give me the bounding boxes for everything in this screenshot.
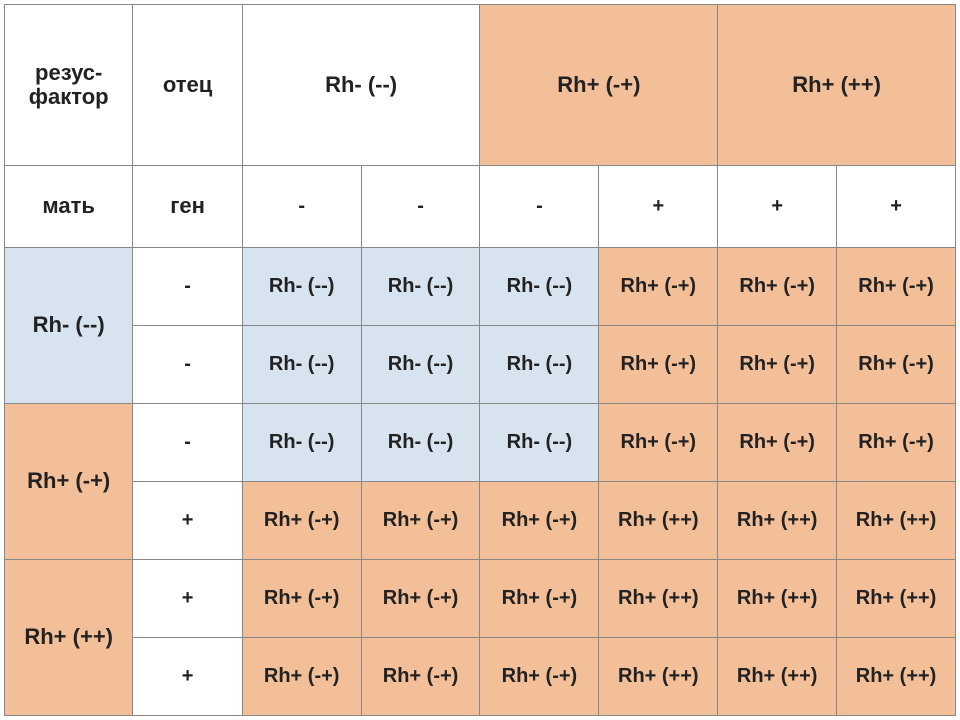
- cell: Rh+ (-+): [837, 403, 956, 481]
- cell: Rh+ (++): [718, 637, 837, 715]
- table-body: резус- фактор отец Rh- (--) Rh+ (-+) Rh+…: [5, 5, 956, 716]
- mother-gene: +: [133, 559, 242, 637]
- cell: Rh+ (-+): [242, 559, 361, 637]
- corner-header: резус- фактор: [5, 5, 133, 166]
- cell: Rh- (--): [242, 325, 361, 403]
- header-row-genes: мать ген - - - + + +: [5, 165, 956, 247]
- mother-label: мать: [5, 165, 133, 247]
- data-row: Rh+ (++) + Rh+ (-+) Rh+ (-+) Rh+ (-+) Rh…: [5, 559, 956, 637]
- father-gene-4: +: [718, 165, 837, 247]
- data-row: - Rh- (--) Rh- (--) Rh- (--) Rh+ (-+) Rh…: [5, 325, 956, 403]
- mother-gene: -: [133, 247, 242, 325]
- cell: Rh+ (-+): [718, 325, 837, 403]
- cell: Rh+ (-+): [718, 403, 837, 481]
- father-label: отец: [133, 5, 242, 166]
- mother-gene: -: [133, 325, 242, 403]
- cell: Rh+ (-+): [361, 481, 480, 559]
- father-gene-5: +: [837, 165, 956, 247]
- cell: Rh+ (-+): [242, 637, 361, 715]
- mother-gene: +: [133, 481, 242, 559]
- cell: Rh+ (-+): [480, 559, 599, 637]
- rh-factor-table: резус- фактор отец Rh- (--) Rh+ (-+) Rh+…: [4, 4, 956, 716]
- father-gene-0: -: [242, 165, 361, 247]
- cell: Rh- (--): [361, 325, 480, 403]
- father-gene-2: -: [480, 165, 599, 247]
- father-gene-1: -: [361, 165, 480, 247]
- cell: Rh+ (++): [837, 481, 956, 559]
- cell: Rh+ (++): [599, 559, 718, 637]
- gene-label: ген: [133, 165, 242, 247]
- cell: Rh+ (-+): [718, 247, 837, 325]
- cell: Rh+ (++): [718, 559, 837, 637]
- cell: Rh+ (-+): [599, 325, 718, 403]
- data-row: + Rh+ (-+) Rh+ (-+) Rh+ (-+) Rh+ (++) Rh…: [5, 637, 956, 715]
- mother-gene: +: [133, 637, 242, 715]
- header-row-groups: резус- фактор отец Rh- (--) Rh+ (-+) Rh+…: [5, 5, 956, 166]
- father-group-1: Rh+ (-+): [480, 5, 718, 166]
- cell: Rh+ (-+): [599, 247, 718, 325]
- cell: Rh+ (-+): [837, 325, 956, 403]
- cell: Rh+ (-+): [599, 403, 718, 481]
- cell: Rh+ (-+): [480, 637, 599, 715]
- cell: Rh- (--): [242, 403, 361, 481]
- cell: Rh- (--): [480, 325, 599, 403]
- mother-group-2: Rh+ (++): [5, 559, 133, 715]
- cell: Rh+ (++): [599, 481, 718, 559]
- cell: Rh+ (++): [837, 637, 956, 715]
- father-gene-3: +: [599, 165, 718, 247]
- mother-group-1: Rh+ (-+): [5, 403, 133, 559]
- cell: Rh- (--): [242, 247, 361, 325]
- cell: Rh- (--): [480, 403, 599, 481]
- data-row: Rh+ (-+) - Rh- (--) Rh- (--) Rh- (--) Rh…: [5, 403, 956, 481]
- cell: Rh+ (-+): [242, 481, 361, 559]
- mother-group-0: Rh- (--): [5, 247, 133, 403]
- cell: Rh+ (++): [599, 637, 718, 715]
- data-row: + Rh+ (-+) Rh+ (-+) Rh+ (-+) Rh+ (++) Rh…: [5, 481, 956, 559]
- cell: Rh- (--): [361, 247, 480, 325]
- cell: Rh+ (-+): [480, 481, 599, 559]
- cell: Rh- (--): [361, 403, 480, 481]
- cell: Rh+ (++): [837, 559, 956, 637]
- father-group-0: Rh- (--): [242, 5, 480, 166]
- cell: Rh+ (-+): [361, 559, 480, 637]
- cell: Rh+ (-+): [361, 637, 480, 715]
- cell: Rh+ (++): [718, 481, 837, 559]
- mother-gene: -: [133, 403, 242, 481]
- cell: Rh+ (-+): [837, 247, 956, 325]
- cell: Rh- (--): [480, 247, 599, 325]
- data-row: Rh- (--) - Rh- (--) Rh- (--) Rh- (--) Rh…: [5, 247, 956, 325]
- father-group-2: Rh+ (++): [718, 5, 956, 166]
